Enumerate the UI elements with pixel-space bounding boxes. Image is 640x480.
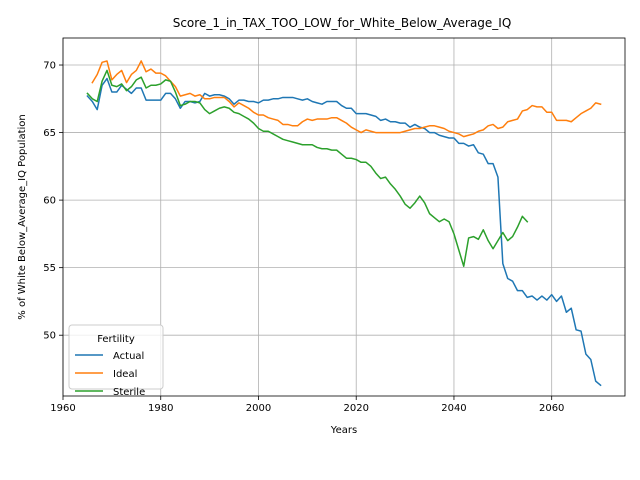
legend-entries: Actual Ideal Sterile (75, 351, 145, 398)
legend-label-sterile: Sterile (113, 387, 145, 398)
legend-label-ideal: Ideal (113, 369, 137, 380)
plot-frame (62, 37, 626, 397)
x-tick-label: 2020 (343, 403, 368, 414)
x-tick-label: 1980 (148, 403, 173, 414)
x-tick-label: 2000 (246, 403, 271, 414)
series-line-sterile (86, 69, 529, 268)
y-tick-label: 65 (43, 128, 56, 139)
legend-title: Fertility (97, 334, 135, 345)
grid-lines (62, 38, 625, 396)
chart-title: Score_1_in_TAX_TOO_LOW_for_White_Below_A… (173, 16, 512, 30)
series-lines (86, 60, 602, 387)
x-axis-label: Years (330, 425, 357, 436)
axis-ticks: 1960 1980 2000 2020 2040 2060 50 55 60 65 70 (43, 61, 564, 414)
y-axis-label: % of White Below_Average_IQ Population (17, 114, 28, 319)
x-tick-label: 2040 (441, 403, 466, 414)
series-line-ideal (91, 60, 602, 138)
x-tick-label: 1960 (50, 403, 75, 414)
series-line-actual (86, 77, 602, 387)
legend: Fertility Actual Ideal Sterile (68, 324, 164, 398)
y-tick-label: 50 (43, 331, 56, 342)
y-tick-label: 60 (43, 196, 56, 207)
x-tick-label: 2060 (539, 403, 564, 414)
legend-label-actual: Actual (113, 351, 144, 362)
y-tick-label: 55 (43, 263, 56, 274)
y-tick-label: 70 (43, 61, 56, 72)
